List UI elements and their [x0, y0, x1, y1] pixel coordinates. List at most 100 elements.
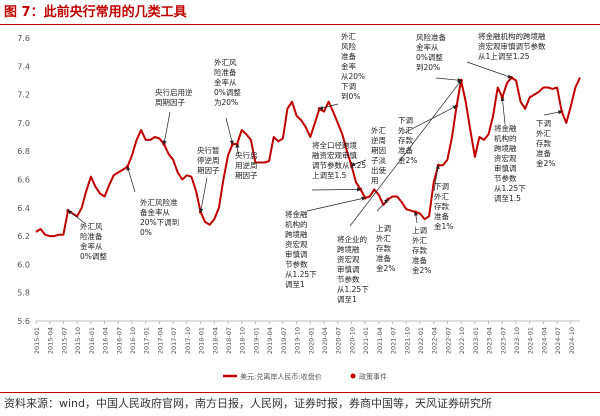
- legend-label-event: 政策事件: [359, 372, 387, 381]
- x-tick-label: 2018-07: [225, 327, 233, 354]
- y-tick-label: 6.8: [17, 147, 30, 156]
- annotation-arrow: [433, 164, 440, 192]
- annotation-arrow: [311, 187, 362, 192]
- x-tick-label: 2019-07: [280, 327, 288, 354]
- annotation-text: 外汇风险准备金率从 0%调整: [80, 221, 107, 261]
- x-tick-label: 2016-01: [88, 327, 96, 354]
- annotation-arrow: [199, 177, 208, 213]
- x-tick-label: 2015-07: [60, 327, 68, 354]
- x-tick-label: 2023-04: [486, 327, 494, 354]
- x-tick-label: 2018-01: [198, 327, 206, 354]
- y-tick-label: 6.6: [17, 176, 30, 185]
- x-tick-label: 2020-01: [307, 327, 315, 354]
- x-tick-label: 2017-04: [156, 327, 164, 354]
- x-tick-label: 2019-01: [252, 327, 260, 354]
- y-tick-label: 5.6: [17, 317, 30, 326]
- x-tick-label: 2016-07: [115, 327, 123, 354]
- x-tick-label: 2019-10: [294, 327, 302, 354]
- x-tick-label: 2016-10: [129, 327, 137, 354]
- annotation-arrow: [162, 111, 171, 145]
- x-tick-label: 2020-07: [335, 327, 343, 354]
- axes: 5.6 5.8 6.0 6.2 6.4 6.6 6.8 7.0 7.2 7.4 7.6 2015-01…: [17, 34, 580, 354]
- chart: 5.6 5.8 6.0 6.2 6.4 6.6 6.8 7.0 7.2 7.4 7.6 2015-01…: [17, 31, 581, 381]
- annotation-arrow: [466, 61, 513, 79]
- x-tick-label: 2024-10: [568, 327, 576, 354]
- annotation-text: 将全口径跨境融资宏观审慎调节参数从1.25 上调至1.5: [312, 140, 366, 180]
- annotation-arrow: [350, 159, 367, 167]
- annotation-text: 央行启用逆周期因子: [235, 150, 258, 180]
- event-point: [509, 76, 514, 80]
- annotation-text: 风险准备金率从 0%调整到20%: [416, 32, 446, 72]
- annotation-text: 将金融机构的跨境融资宏观审慎调节参数从1.25下调至1: [285, 209, 317, 289]
- annotation-arrow: [306, 196, 366, 212]
- x-tick-label: 2022-10: [458, 327, 466, 354]
- y-tick-label: 7.6: [17, 34, 30, 43]
- x-tick-label: 2023-10: [513, 327, 521, 354]
- x-tick-label: 2021-04: [376, 327, 384, 354]
- x-tick-label: 2024-01: [527, 327, 535, 354]
- annotation-text: 将金融机构的跨境融资宏观审慎调节参数从1上调至1.25: [478, 31, 546, 61]
- source-rule: [0, 392, 600, 393]
- x-tick-label: 2017-07: [170, 327, 178, 354]
- x-tick-label: 2024-07: [554, 327, 562, 354]
- y-tick-label: 6.4: [17, 204, 30, 213]
- y-tick-label: 5.8: [17, 289, 30, 298]
- x-tick-label: 2018-04: [211, 327, 219, 354]
- source-note: 资料来源：wind，中国人民政府官网，南方日报，人民网，证券时报，券商中国等，天…: [4, 397, 493, 410]
- x-tick-label: 2021-07: [390, 327, 398, 354]
- annotation-text: 将企业的跨境融资宏观审慎调节参数从1.25下调至1: [337, 234, 369, 304]
- x-tick-label: 2017-10: [184, 327, 192, 354]
- y-tick-label: 6.0: [17, 260, 30, 269]
- x-tick-label: 2022-04: [431, 327, 439, 354]
- x-tick-label: 2020-04: [321, 327, 329, 354]
- title-rule: [0, 24, 600, 25]
- annotation-text: 外汇风险准备金率从 0%调整为20%: [214, 57, 241, 107]
- y-tick-label: 6.2: [17, 232, 30, 241]
- x-tick-label: 2022-01: [417, 327, 425, 354]
- x-tick-label: 2024-04: [540, 327, 548, 354]
- y-tick-label: 7.0: [17, 119, 30, 128]
- x-tick-label: 2023-01: [472, 327, 480, 354]
- annotation-text: 下调外汇存款准备金2%: [536, 119, 555, 168]
- legend-swatch-event: [350, 373, 356, 379]
- annotation-arrow: [235, 143, 240, 155]
- annotation-arrow: [225, 117, 234, 145]
- annotation-text: 下调外汇存款准备金2%: [398, 116, 417, 165]
- annotation-text: 外汇逆周期因子淡出使用: [371, 125, 386, 185]
- legend: 美元:兑离岸人民币:收盘价 政策事件: [223, 372, 387, 381]
- annotation-text: 上调外汇存款准备金2%: [376, 224, 395, 273]
- figure-title: 图 7：此前央行常用的几类工具: [4, 5, 187, 20]
- y-tick-label: 7.2: [17, 91, 30, 100]
- x-tick-label: 2015-01: [33, 327, 41, 354]
- x-tick-label: 2018-10: [239, 327, 247, 354]
- annotation-text: 央行暂停逆周期因子: [197, 145, 220, 175]
- annotation-text: 上调外汇存款准备金2%: [412, 226, 431, 275]
- x-tick-label: 2023-07: [499, 327, 507, 354]
- x-tick-label: 2017-01: [143, 327, 151, 354]
- annotation-arrow: [376, 198, 389, 212]
- annotation-arrow: [413, 211, 419, 224]
- annotation-text: 央行启用逆周期因子: [155, 87, 193, 107]
- x-tick-label: 2016-04: [102, 327, 110, 354]
- annotation-text: 下调外汇存款准备金1%: [434, 182, 453, 231]
- y-tick-label: 7.4: [17, 62, 30, 71]
- x-tick-label: 2022-07: [444, 327, 452, 354]
- annotation-arrow: [500, 96, 506, 125]
- x-tick-label: 2021-01: [362, 327, 370, 354]
- x-tick-label: 2021-10: [403, 327, 411, 354]
- x-tick-label: 2015-10: [74, 327, 82, 354]
- annotation-arrow: [67, 210, 87, 225]
- annotation-arrow: [318, 103, 339, 110]
- legend-label-series: 美元:兑离岸人民币:收盘价: [240, 372, 322, 381]
- annotation-arrow: [401, 105, 458, 135]
- x-tick-label: 2015-04: [47, 327, 55, 354]
- annotation-arrow: [543, 110, 563, 116]
- annotation-arrow: [349, 79, 462, 227]
- x-tick-label: 2019-04: [266, 327, 274, 354]
- annotation-text: 将金融机构的跨境融资宏观审慎调节参数从1.25下调至1.5: [494, 123, 526, 203]
- annotation-text: 外汇风险准备金率从20%下调到0%: [341, 31, 365, 101]
- annotation-arrow: [435, 77, 462, 83]
